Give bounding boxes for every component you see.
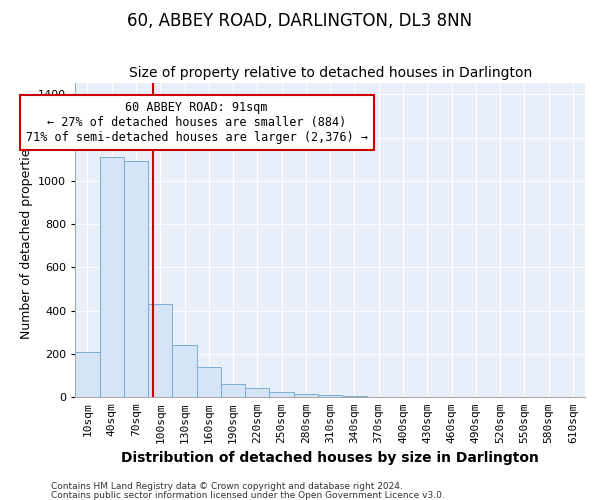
Bar (124, 162, 148, 398)
Text: 60, ABBEY ROAD, DARLINGTON, DL3 8NN: 60, ABBEY ROAD, DARLINGTON, DL3 8NN (127, 12, 473, 30)
Bar (148, 304, 172, 398)
Bar (294, 394, 318, 398)
Text: Contains HM Land Registry data © Crown copyright and database right 2024.: Contains HM Land Registry data © Crown c… (51, 482, 403, 491)
X-axis label: Distribution of detached houses by size in Darlington: Distribution of detached houses by size … (121, 451, 539, 465)
Bar (318, 395, 342, 398)
Bar (172, 346, 197, 398)
Y-axis label: Number of detached properties: Number of detached properties (20, 142, 32, 339)
Bar (269, 392, 294, 398)
Text: 60 ABBEY ROAD: 91sqm
← 27% of detached houses are smaller (884)
71% of semi-deta: 60 ABBEY ROAD: 91sqm ← 27% of detached h… (26, 101, 368, 144)
Bar (197, 367, 221, 398)
Bar (245, 388, 269, 398)
Bar (221, 384, 245, 398)
Bar (391, 396, 415, 398)
Bar (367, 396, 391, 398)
Bar (75, 352, 100, 398)
Title: Size of property relative to detached houses in Darlington: Size of property relative to detached ho… (128, 66, 532, 80)
Bar (342, 396, 367, 398)
Text: Contains public sector information licensed under the Open Government Licence v3: Contains public sector information licen… (51, 490, 445, 500)
Bar (100, 157, 124, 398)
